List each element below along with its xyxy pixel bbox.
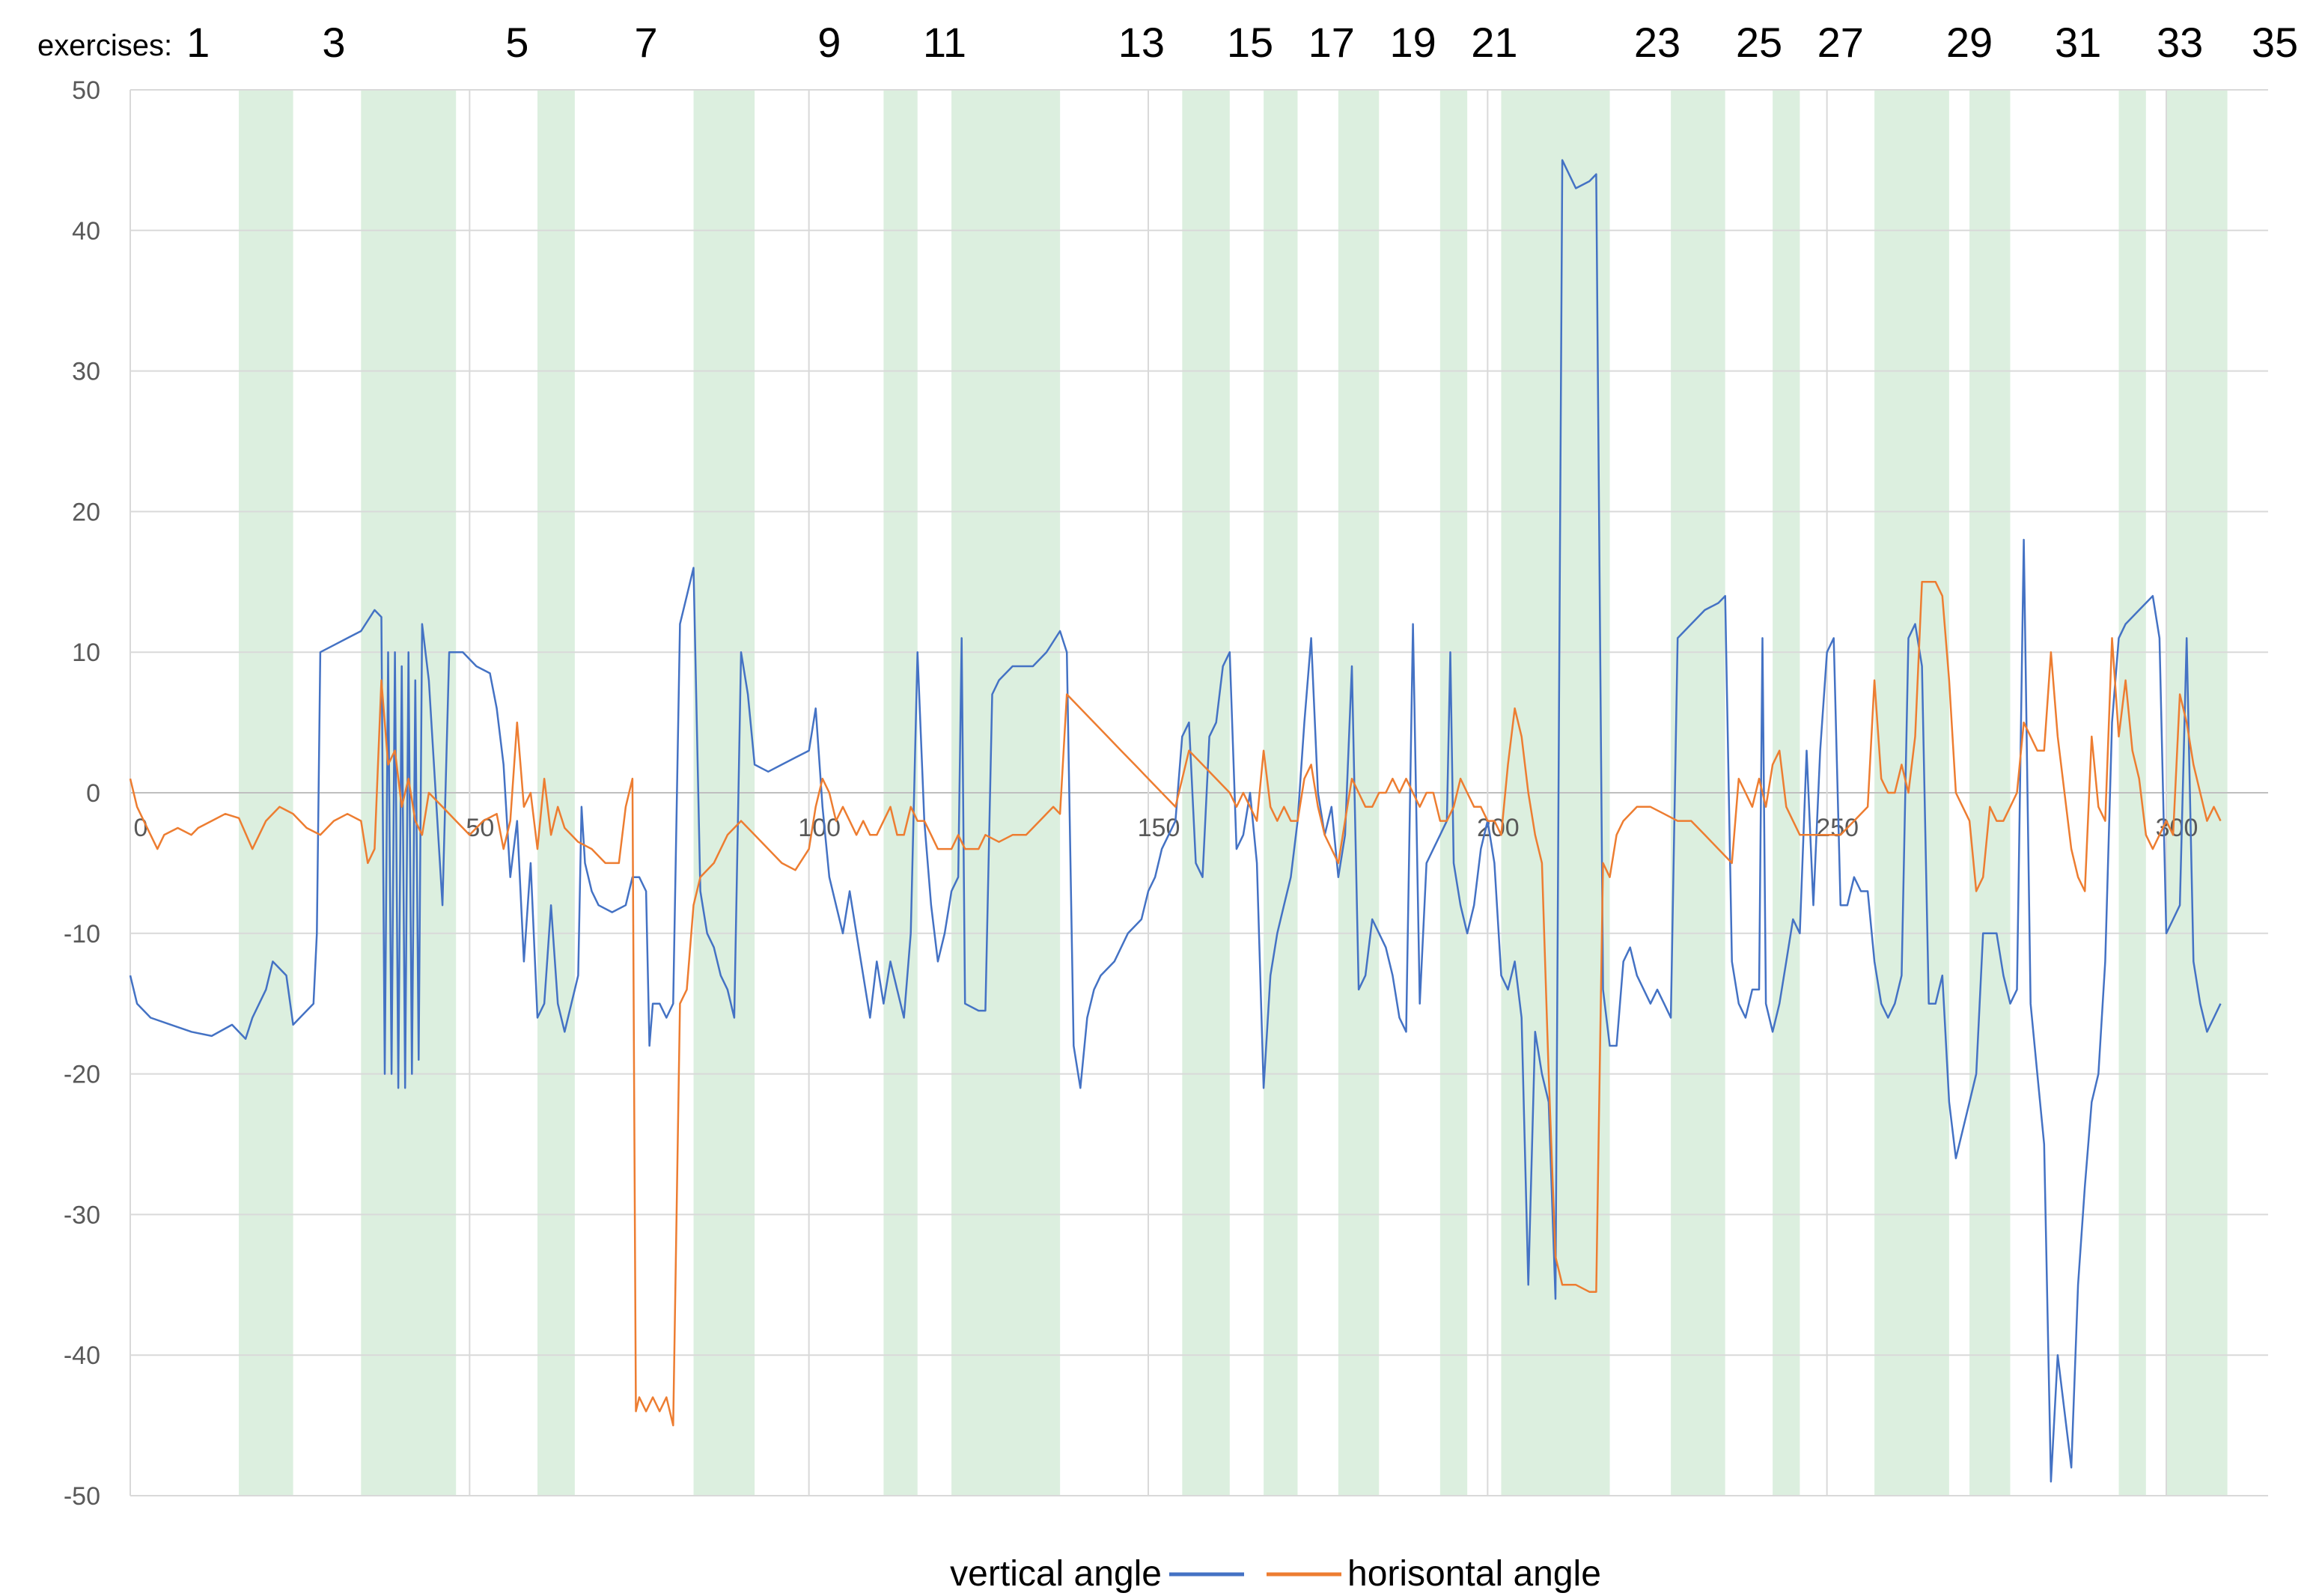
x-tick-label: 100 [798, 814, 841, 842]
series-line-horisontal-angle [129, 581, 2222, 1427]
y-tick-label: -20 [64, 1061, 100, 1089]
y-tick-label: 40 [72, 217, 100, 246]
y-tick-label: 0 [86, 779, 100, 808]
legend-label-horisontal-angle: horisontal angle [1347, 1554, 1601, 1594]
legend-label-vertical-angle: vertical angle [950, 1554, 1162, 1594]
y-tick-label: 10 [72, 639, 100, 667]
exercise-label: 13 [1118, 19, 1165, 66]
y-tick-label: -40 [64, 1341, 100, 1370]
x-tick-label: 150 [1138, 814, 1180, 842]
exercise-label: 1 [186, 19, 210, 66]
y-tick-label: -10 [64, 920, 100, 948]
exercise-prefix-label: exercises: [37, 29, 172, 62]
exercise-label: 21 [1471, 19, 1517, 66]
exercise-label: 17 [1308, 19, 1355, 66]
gridlines [129, 89, 2268, 1496]
exercise-label: 15 [1227, 19, 1273, 66]
exercise-label: 19 [1389, 19, 1436, 66]
exercise-label: 27 [1817, 19, 1864, 66]
exercise-label: 29 [1946, 19, 1993, 66]
exercise-label: 7 [634, 19, 657, 66]
exercise-label: 25 [1736, 19, 1782, 66]
exercise-label: 23 [1634, 19, 1680, 66]
exercise-label: 31 [2055, 19, 2101, 66]
y-tick-label: -50 [64, 1482, 100, 1511]
y-tick-label: 20 [72, 498, 100, 526]
series-lines [129, 159, 2222, 1483]
series-line-vertical-angle [129, 159, 2222, 1483]
y-tick-label: 30 [72, 358, 100, 386]
exercise-label: 3 [322, 19, 345, 66]
exercise-label: 11 [923, 19, 966, 66]
exercise-label: 5 [505, 19, 528, 66]
y-tick-label: 50 [72, 76, 100, 105]
legend: vertical angle horisontal angle [950, 1554, 1601, 1594]
exercise-label: 33 [2157, 19, 2203, 66]
y-tick-label: -30 [64, 1201, 100, 1229]
y-axis-tick-labels: 50 40 30 20 10 0 -10 -20 -30 -40 -50 [64, 76, 100, 1511]
exercise-labels: exercises: 1 3 5 7 9 11 13 15 17 19 21 23 25 27 29 31 33… [37, 19, 2298, 66]
exercise-label: 35 [2252, 19, 2298, 66]
exercise-label: 9 [817, 19, 841, 66]
x-tick-label: 0 [134, 814, 148, 842]
